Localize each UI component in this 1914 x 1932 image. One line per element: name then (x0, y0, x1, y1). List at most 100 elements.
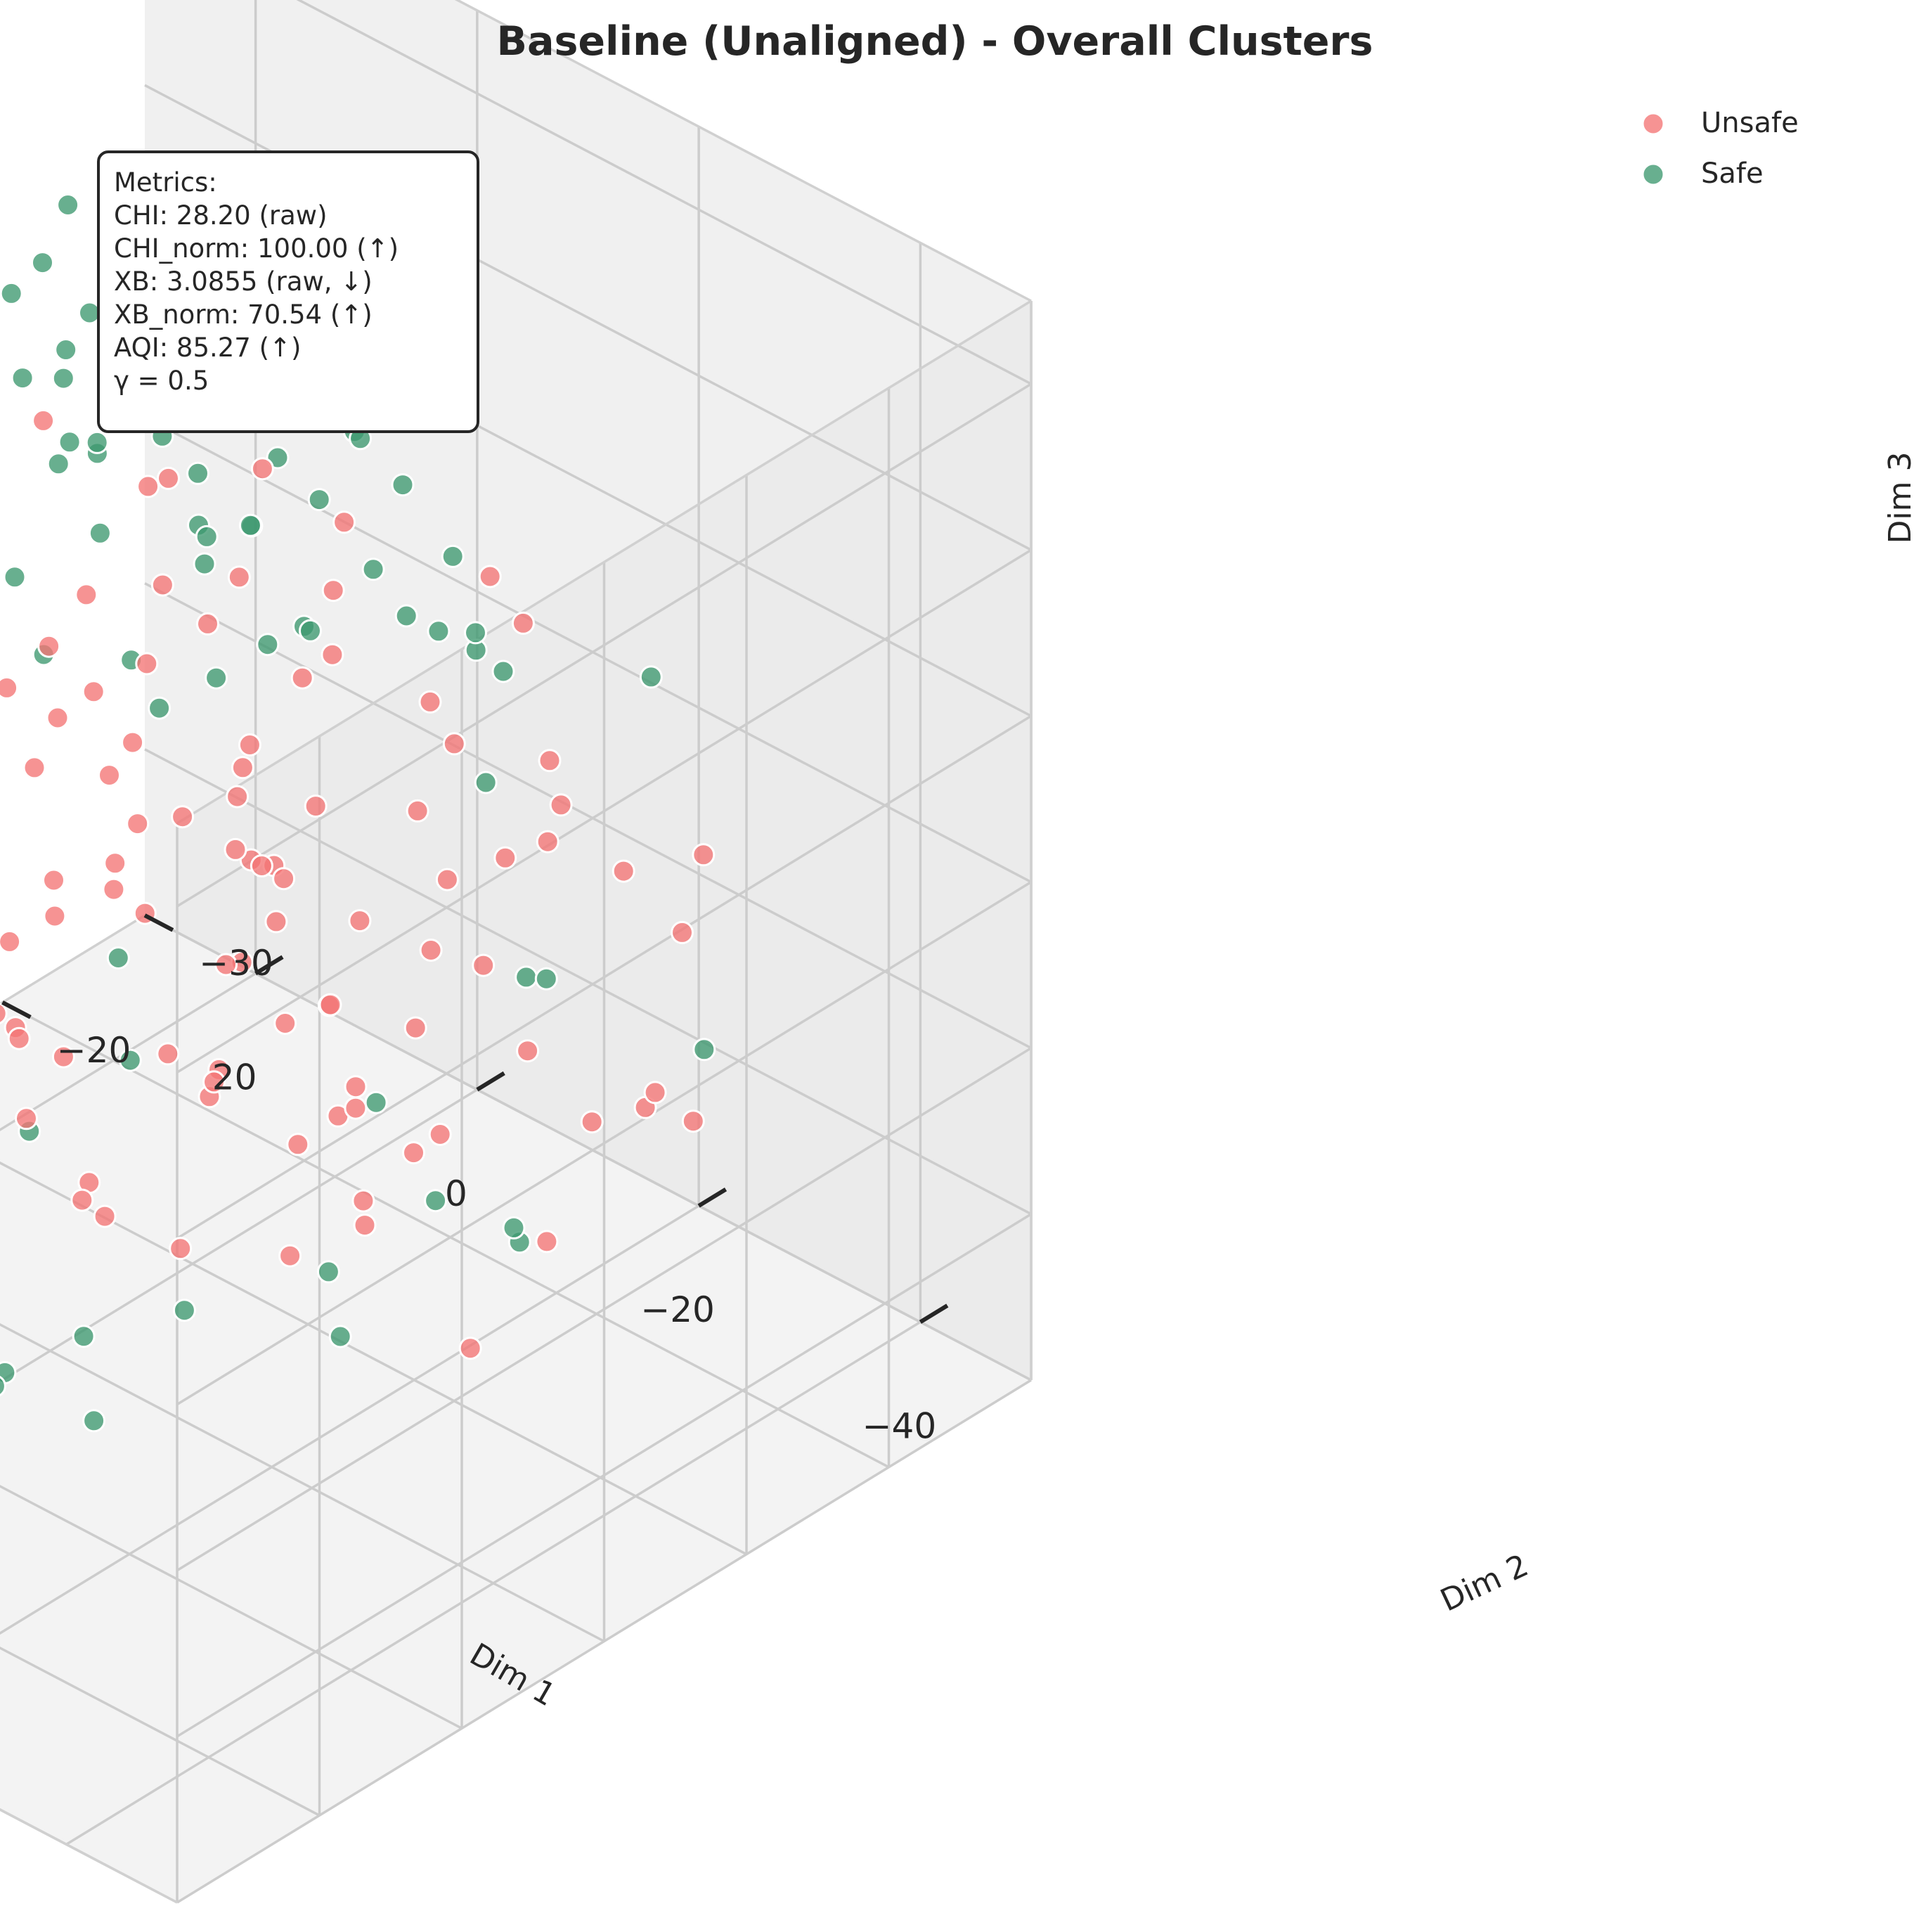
tick-marks: −40−20020−30−20−100102030−30−20−10010203… (1, 913, 949, 1446)
z-axis-label: Dim 3 (1882, 452, 1914, 544)
data-point-safe (54, 338, 78, 361)
data-point-unsafe (643, 1081, 667, 1105)
axis-edge (176, 300, 1032, 825)
gridline-y (0, 1322, 605, 1643)
data-point-safe (474, 771, 498, 794)
data-point-unsafe (286, 1133, 310, 1157)
data-point-safe (515, 965, 538, 989)
data-point-unsafe (290, 666, 314, 690)
data-point-safe (534, 967, 558, 991)
data-point-unsafe (264, 910, 288, 934)
data-point-unsafe (403, 1016, 427, 1040)
gridline-z (176, 382, 1032, 908)
data-point-unsafe (549, 793, 573, 817)
data-point-safe (193, 552, 216, 576)
data-point-unsafe (348, 909, 372, 933)
data-point-unsafe (272, 867, 296, 891)
data-point-safe (195, 524, 219, 548)
data-point-safe (238, 513, 262, 537)
metric-xb-norm: XB_norm: 70.54 (↑) (114, 300, 373, 330)
legend-marker-unsafe (1641, 112, 1665, 136)
data-point-safe (172, 1299, 196, 1322)
gridline-y (0, 1484, 463, 1730)
data-point-unsafe (43, 904, 67, 928)
data-point-unsafe (227, 565, 251, 589)
x-axis-tick-label: 0 (445, 1173, 467, 1214)
pane-floor (0, 915, 1031, 1902)
x-axis-tick (476, 1071, 505, 1092)
data-point-unsafe (37, 634, 61, 658)
metric-chi: CHI: 28.20 (raw) (114, 200, 328, 231)
data-point-unsafe (93, 1204, 117, 1228)
legend-label-safe: Safe (1701, 157, 1764, 190)
data-point-unsafe (32, 408, 56, 432)
metrics-heading: Metrics: (114, 167, 217, 198)
data-point-safe (464, 621, 487, 645)
data-point-unsafe (103, 851, 127, 875)
data-point-safe (639, 665, 663, 689)
data-point-unsafe (250, 457, 274, 481)
data-point-unsafe (214, 953, 238, 977)
data-point-safe (328, 1325, 352, 1348)
data-point-unsafe (15, 1107, 38, 1131)
data-point-unsafe (238, 733, 261, 756)
y-axis-tick (1, 1000, 32, 1019)
data-point-safe (205, 666, 228, 690)
data-point-safe (85, 430, 109, 454)
data-point-unsafe (98, 764, 121, 787)
data-point-unsafe (171, 805, 195, 829)
data-point-unsafe (318, 993, 342, 1017)
data-point-safe (299, 619, 322, 643)
x-axis-tick (919, 1303, 949, 1324)
data-point-unsafe (442, 732, 466, 756)
gridline-z (176, 1213, 1032, 1738)
x-axis-tick (254, 955, 284, 976)
data-point-unsafe (22, 756, 46, 780)
data-point-unsafe (419, 939, 443, 962)
data-point-safe (46, 452, 70, 476)
data-point-unsafe (535, 1230, 559, 1254)
data-point-unsafe (681, 1109, 705, 1133)
data-point-unsafe (536, 830, 560, 854)
data-point-unsafe (46, 706, 70, 730)
data-point-unsafe (135, 652, 159, 676)
data-point-safe (424, 1189, 448, 1213)
y-axis-tick-label: −20 (57, 1030, 131, 1071)
data-point-safe (118, 1048, 142, 1072)
metric-chi-norm: CHI_norm: 100.00 (↑) (114, 233, 399, 264)
data-point-safe (391, 473, 415, 497)
gridline-y (0, 1161, 747, 1556)
data-point-safe (307, 488, 331, 512)
data-point-unsafe (157, 466, 180, 490)
x-axis-tick (697, 1187, 728, 1208)
metric-gamma: γ = 0.5 (114, 366, 209, 396)
data-point-safe (186, 461, 209, 485)
data-point-unsafe (224, 837, 247, 861)
data-point-unsafe (304, 794, 328, 818)
data-point-unsafe (402, 1141, 425, 1165)
data-point-unsafe (344, 1075, 368, 1099)
data-point-unsafe (121, 730, 145, 754)
data-point-safe (502, 1216, 526, 1239)
x-axis-tick-label: −40 (862, 1405, 937, 1446)
gridline-z (144, 914, 1032, 1382)
gridline-z (176, 1047, 1032, 1572)
data-point-unsafe (150, 573, 174, 597)
data-point-unsafe (478, 565, 502, 588)
x-axis-tick-label: 20 (212, 1057, 257, 1098)
data-point-unsafe (231, 756, 254, 780)
data-point-unsafe (511, 611, 535, 635)
data-point-unsafe (250, 854, 273, 877)
data-point-safe (0, 1375, 6, 1397)
data-point-safe (11, 366, 34, 390)
data-point-unsafe (351, 1189, 375, 1213)
data-point-safe (56, 193, 80, 217)
gridline-z (176, 1379, 1032, 1904)
data-point-unsafe (516, 1039, 540, 1063)
data-point-unsafe (136, 475, 160, 498)
data-point-safe (148, 696, 172, 720)
legend-label-unsafe: Unsafe (1701, 107, 1799, 139)
x-axis-tick-label: −20 (640, 1289, 715, 1330)
data-point-safe (82, 1409, 106, 1433)
y-axis-label: Dim 2 (1435, 1547, 1534, 1619)
